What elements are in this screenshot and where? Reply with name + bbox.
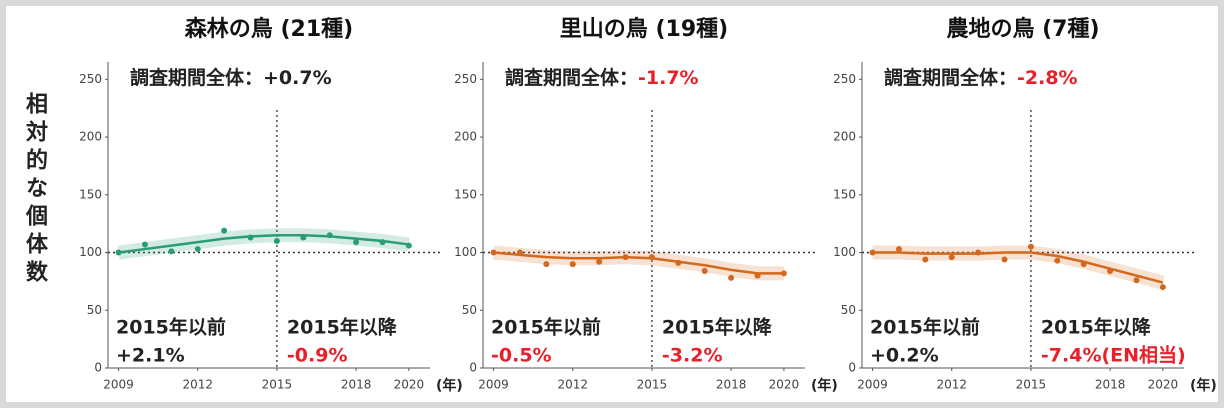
x-tick-label: 2009 <box>857 378 888 392</box>
trend-band <box>872 245 1165 290</box>
annotation: 調査期間全体：-1.7% <box>505 66 699 89</box>
y-tick-label: 150 <box>833 187 856 201</box>
x-tick-label: 2012 <box>182 378 213 392</box>
annotation-value: +0.7% <box>263 67 332 89</box>
x-tick-label: 2012 <box>936 378 967 392</box>
trend-line <box>493 251 784 275</box>
y-tick-label: 200 <box>79 130 102 144</box>
trend-line <box>872 251 1164 284</box>
y-tick-label: 150 <box>79 187 102 201</box>
annotation-value: +0.2% <box>870 345 939 367</box>
annotation-value: -0.9% <box>287 345 348 367</box>
annotation-value: -3.2% <box>662 345 723 367</box>
data-point <box>194 246 201 253</box>
data-point <box>1027 243 1034 250</box>
annotation: 調査期間全体：+0.7% <box>130 66 332 89</box>
x-axis-unit: (年) <box>811 377 838 394</box>
x-tick-label: 2018 <box>716 378 747 392</box>
y-tick-label: 50 <box>87 303 102 317</box>
y-tick-label: 50 <box>462 303 477 317</box>
trend-line <box>118 233 410 254</box>
y-tick-label: 0 <box>848 361 856 375</box>
x-tick-label: 2020 <box>769 378 800 392</box>
annotation-value: -2.8% <box>1017 67 1078 89</box>
annotation-label: 調査期間全体： <box>130 66 263 89</box>
data-point <box>1001 256 1008 263</box>
x-tick-label: 2020 <box>1148 378 1179 392</box>
data-point <box>1159 284 1166 291</box>
data-point <box>922 256 929 263</box>
y-tick-label: 250 <box>833 72 856 86</box>
x-tick-label: 2020 <box>394 378 425 392</box>
y-tick-label: 100 <box>454 245 477 259</box>
x-tick-label: 2015 <box>262 378 293 392</box>
data-point <box>221 227 228 234</box>
x-tick-label: 2015 <box>1016 378 1047 392</box>
data-point <box>895 246 902 253</box>
data-point <box>273 237 280 244</box>
data-point <box>701 268 708 275</box>
annotation: 調査期間全体：-2.8% <box>884 66 1078 89</box>
y-tick-label: 150 <box>454 187 477 201</box>
annotation-label: 2015年以降 <box>287 316 398 339</box>
x-tick-label: 2015 <box>637 378 668 392</box>
x-tick-label: 2009 <box>103 378 134 392</box>
data-point <box>1133 277 1140 284</box>
data-point <box>168 248 175 255</box>
annotation-label: 2015年以前 <box>870 316 980 339</box>
y-tick-label: 0 <box>469 361 477 375</box>
chart-title: 農地の鳥 (7種) <box>946 16 1099 42</box>
annotation-value: +2.1% <box>116 345 185 367</box>
annotation-label: 2015年以前 <box>116 316 226 339</box>
y-tick-label: 100 <box>833 245 856 259</box>
annotation-value: -1.7% <box>638 67 699 89</box>
annotation-label: 調査期間全体： <box>884 66 1017 89</box>
annotation-label: 2015年以降 <box>662 316 773 339</box>
x-axis-unit: (年) <box>436 377 463 394</box>
annotation-label: 2015年以降 <box>1041 316 1152 339</box>
y-axis-label: 相対的な個体数 <box>22 92 47 288</box>
y-tick-label: 100 <box>79 245 102 259</box>
data-point <box>728 274 735 281</box>
x-tick-label: 2009 <box>478 378 509 392</box>
y-tick-label: 0 <box>94 361 102 375</box>
annotation-label: 調査期間全体： <box>505 66 638 89</box>
x-tick-label: 2018 <box>1095 378 1126 392</box>
chart-title: 里山の鳥 (19種) <box>560 16 728 42</box>
y-tick-label: 250 <box>454 72 477 86</box>
y-tick-label: 200 <box>833 130 856 144</box>
y-tick-label: 50 <box>841 303 856 317</box>
data-point <box>596 258 603 265</box>
data-point <box>353 239 360 246</box>
annotation-value: -0.5% <box>491 345 552 367</box>
chart-title: 森林の鳥 (21種) <box>185 16 353 42</box>
y-tick-label: 200 <box>454 130 477 144</box>
annotation-label: 2015年以前 <box>491 316 601 339</box>
data-point <box>141 241 148 248</box>
data-point <box>543 261 550 268</box>
x-tick-label: 2018 <box>341 378 372 392</box>
annotation-value: -7.4%(EN相当) <box>1041 344 1186 367</box>
data-point <box>1054 257 1061 264</box>
x-tick-label: 2012 <box>557 378 588 392</box>
y-tick-label: 250 <box>79 72 102 86</box>
x-axis-unit: (年) <box>1190 377 1217 394</box>
data-point <box>948 254 955 261</box>
panel-background <box>6 6 1218 402</box>
data-point <box>569 261 576 268</box>
trend-band <box>117 228 410 260</box>
